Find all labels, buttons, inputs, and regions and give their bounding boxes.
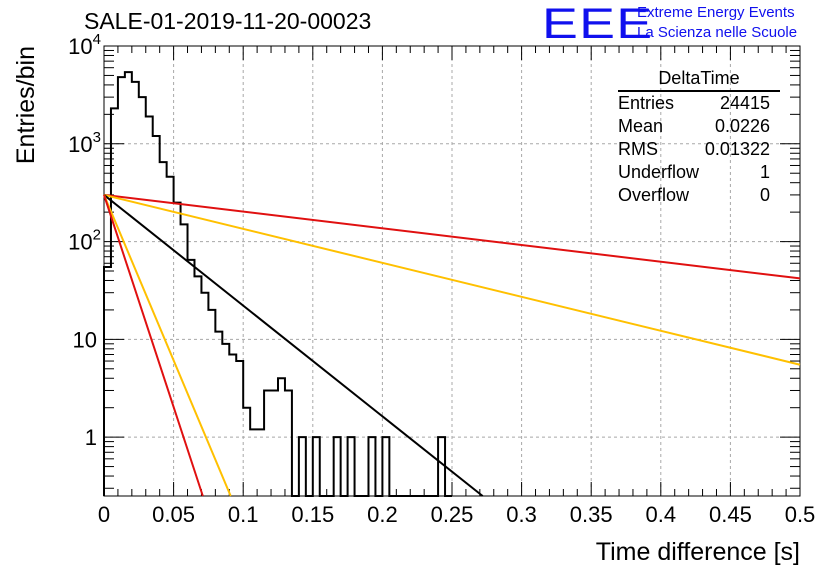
stat-label: Mean <box>618 116 664 136</box>
x-tick-label: 0.2 <box>367 502 398 527</box>
logo-line-2: La Scienza nelle Scuole <box>637 24 798 41</box>
fit-line <box>103 193 801 366</box>
histogram <box>103 71 452 497</box>
stat-label: Underflow <box>618 162 700 182</box>
axis-ticks <box>103 45 801 496</box>
stat-label: RMS <box>618 139 658 159</box>
logo-line-1: Extreme Energy Events <box>637 4 795 21</box>
stats-title: DeltaTime <box>618 68 780 92</box>
fit-line <box>103 194 484 497</box>
histogram-outline <box>103 71 452 497</box>
x-tick-label: 0.35 <box>570 502 613 527</box>
x-tick-label: 0 <box>98 502 110 527</box>
x-tick-label: 0.45 <box>709 502 752 527</box>
chart-title: SALE-01-2019-11-20-00023 <box>84 8 372 34</box>
x-tick-label: 0.15 <box>291 502 334 527</box>
fit-line <box>103 194 204 497</box>
stats-row: Entries 24415 <box>612 92 780 115</box>
y-axis-title: Entries/bin <box>12 46 40 164</box>
x-tick-label: 0.5 <box>785 502 816 527</box>
x-tick-label: 0.3 <box>506 502 537 527</box>
stat-value: 0.01322 <box>704 139 770 159</box>
stat-value: 24415 <box>719 93 770 113</box>
fit-line <box>103 194 232 497</box>
x-tick-label: 0.25 <box>431 502 474 527</box>
grid <box>104 46 800 496</box>
fit-lines <box>103 193 801 497</box>
stat-label: Entries <box>618 93 675 113</box>
y-tick-label: 104 <box>68 31 101 59</box>
x-tick-label: 0.1 <box>228 502 259 527</box>
stat-value: 1 <box>759 162 770 182</box>
x-tick-label: 0.05 <box>152 502 195 527</box>
stats-row: RMS 0.01322 <box>612 138 780 161</box>
stat-label: Overflow <box>618 185 690 205</box>
stats-row: Overflow 0 <box>612 184 780 207</box>
stats-row: Underflow 1 <box>612 161 780 184</box>
stat-value: 0 <box>759 185 770 205</box>
y-tick-label: 1 <box>85 425 97 450</box>
y-tick-label: 10 <box>73 327 97 352</box>
fit-line <box>103 193 801 280</box>
stats-row: Mean 0.0226 <box>612 115 780 138</box>
y-tick-labels: 1 10 102 103 104 <box>68 31 101 450</box>
stat-value: 0.0226 <box>714 116 770 136</box>
x-tick-label: 0.4 <box>646 502 677 527</box>
y-tick-label: 102 <box>68 227 101 255</box>
x-tick-labels: 0 0.05 0.1 0.15 0.2 0.25 0.3 0.35 0.4 0.45 0.5 <box>98 502 815 527</box>
eee-logo: EEE <box>542 0 654 48</box>
x-axis-title: Time difference [s] <box>596 538 800 566</box>
stats-box: DeltaTime Entries 24415 Mean 0.0226 RMS 0.0… <box>612 68 780 207</box>
y-tick-label: 103 <box>68 129 101 157</box>
